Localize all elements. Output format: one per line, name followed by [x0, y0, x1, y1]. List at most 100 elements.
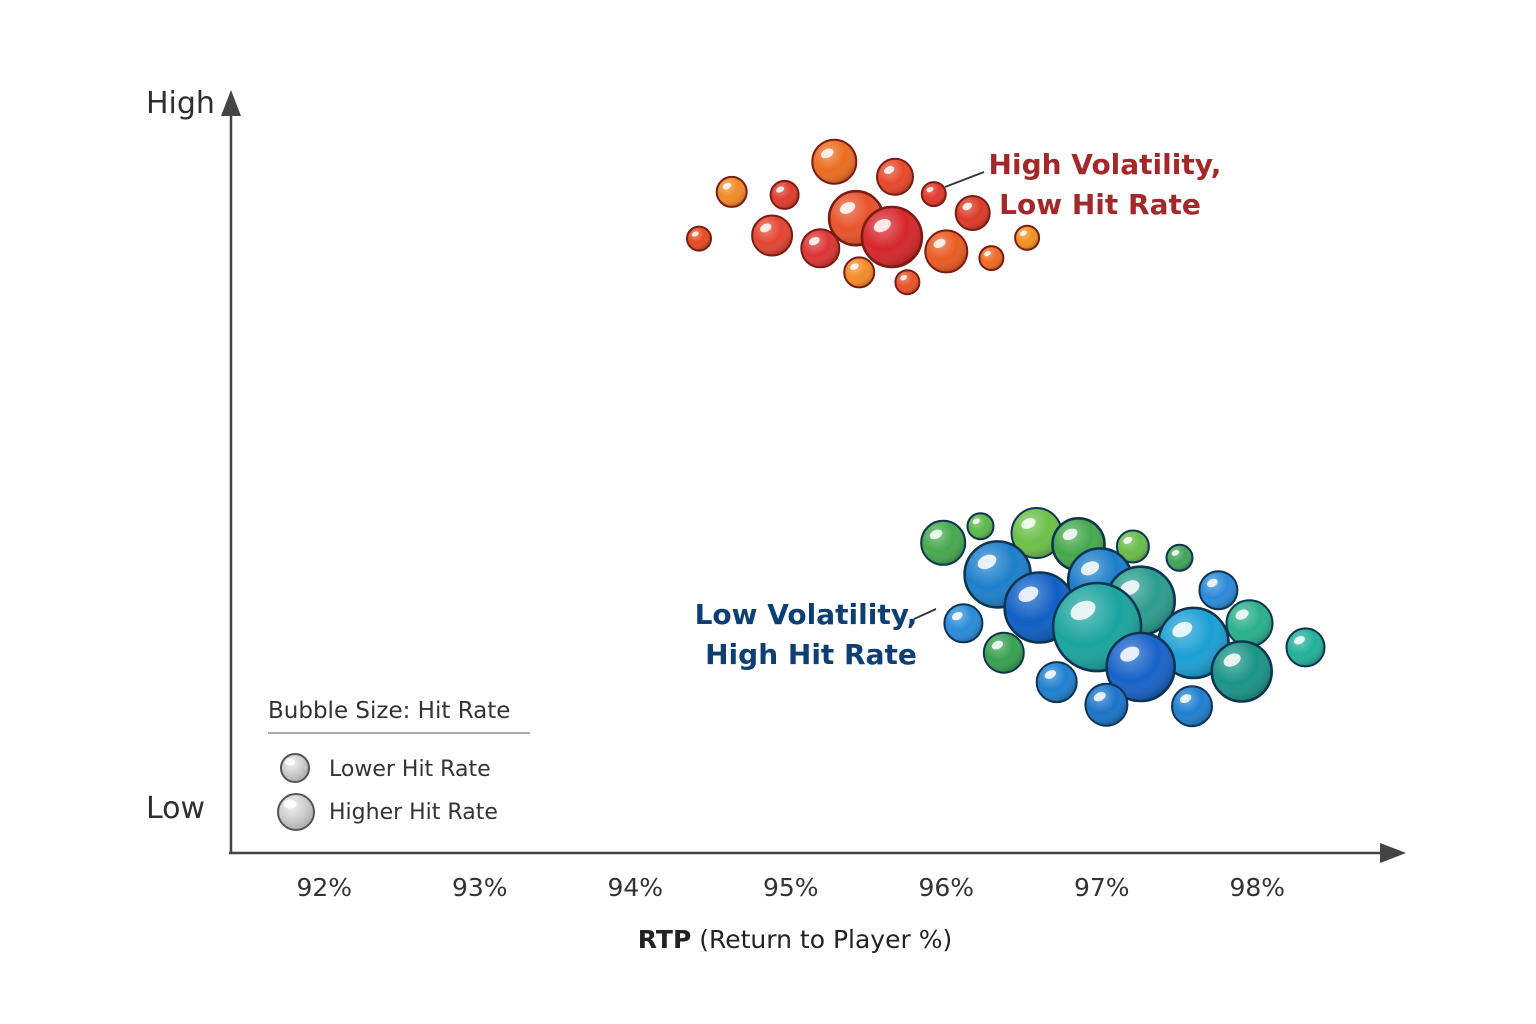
bubble-highlight	[929, 529, 943, 540]
bubble-shading	[845, 258, 874, 287]
bubble-point	[894, 269, 921, 296]
annotation-low-leader	[913, 608, 937, 620]
bubble-highlight	[1062, 528, 1078, 541]
bubble-highlight	[884, 166, 895, 174]
bubble-shading	[862, 208, 921, 266]
bubble-point	[1171, 685, 1213, 728]
bubble-point	[860, 205, 924, 269]
bubble-shading	[878, 159, 912, 194]
bubble-shading	[1173, 687, 1211, 726]
bubble-highlight	[1044, 670, 1056, 679]
bubble-highlight	[962, 202, 973, 211]
bubble-point	[769, 179, 800, 210]
bubble-highlight	[1235, 609, 1249, 620]
bubble-highlight	[972, 518, 981, 525]
bubble-point	[1014, 224, 1041, 251]
bubble-highlight	[776, 186, 785, 193]
bubble-point	[1115, 529, 1150, 564]
legend-title: Bubble Size: Hit Rate	[268, 698, 510, 724]
bubble-point	[751, 214, 794, 257]
annotation-low-line-1: Low Volatility,	[695, 598, 918, 631]
bubble-highlight	[1080, 561, 1100, 576]
bubble-shading	[926, 231, 967, 272]
bubble-shading	[956, 197, 989, 229]
legend-item-lower-label: Lower Hit Rate	[329, 757, 491, 782]
bubble-highlight	[1120, 646, 1140, 662]
bubble-highlight	[808, 236, 820, 246]
bubble-highlight	[760, 223, 772, 233]
bubble-point	[811, 138, 858, 185]
bubble-highlight	[722, 182, 732, 190]
bubble-highlight	[839, 202, 856, 214]
bubble-shading	[1016, 226, 1039, 249]
bubble-shading	[1200, 572, 1237, 609]
bubble-shading	[968, 514, 993, 539]
bubble-point	[966, 512, 995, 541]
bubble-point	[1105, 631, 1176, 703]
bubble-shading	[802, 230, 839, 267]
bubble-highlight	[951, 611, 963, 621]
x-tick-label: 98%	[1230, 873, 1286, 902]
bubble-highlight	[926, 186, 934, 193]
bubble-point	[686, 225, 712, 252]
bubble-point	[954, 195, 991, 231]
bubble-highlight	[1172, 621, 1193, 638]
x-tick-label: 93%	[452, 873, 508, 902]
bubble-shading	[980, 247, 1003, 270]
bubble-highlight	[900, 275, 908, 281]
bubble-shading	[753, 216, 792, 255]
x-axis-arrow	[1380, 843, 1406, 863]
bubble-highlight	[977, 554, 997, 570]
x-tick-labels: 92% 93% 94% 95% 96% 97% 98%	[297, 873, 1286, 902]
x-tick-label: 97%	[1074, 873, 1130, 902]
bubble-highlight	[821, 148, 834, 159]
x-tick-label: 95%	[763, 873, 819, 902]
bubble-shading	[922, 521, 965, 564]
bubble-highlight	[691, 231, 699, 237]
bubble-point	[943, 603, 984, 644]
bubble-shading	[1037, 663, 1076, 702]
bubble-highlight	[1293, 635, 1305, 645]
bubble-point	[978, 245, 1005, 272]
bubble-point	[1084, 682, 1129, 727]
bubble-point	[924, 229, 969, 274]
legend-bubble-small	[280, 753, 310, 783]
x-axis-label: RTP (Return to Player %)	[638, 925, 952, 954]
bubble-point	[843, 256, 876, 289]
bubble-point	[1035, 661, 1078, 704]
bubble-highlight	[873, 218, 891, 233]
y-low-label: Low	[146, 791, 205, 826]
bubble-point	[1157, 606, 1230, 680]
legend-bubble-small-highlight	[285, 758, 295, 766]
bubble-point	[1225, 599, 1274, 648]
bubble-shading	[813, 140, 856, 183]
annotation-high-line-1: High Volatility,	[989, 148, 1222, 181]
bubble-shading	[717, 177, 746, 206]
bubble-highlight	[1021, 517, 1036, 530]
bubble-shading	[688, 227, 710, 250]
bubble-highlight	[991, 640, 1004, 650]
bubble-highlight	[1171, 550, 1180, 556]
bubble-highlight	[984, 250, 991, 257]
bubble-point	[920, 181, 947, 208]
bubble-shading	[945, 605, 982, 642]
bubble-shading	[1287, 629, 1324, 666]
axes	[221, 90, 1406, 863]
legend-bubble-large	[277, 793, 315, 831]
bubble-highlight	[933, 238, 946, 249]
annotation-low-line-2: High Hit Rate	[705, 638, 917, 671]
bubble-shading	[1167, 545, 1192, 570]
bubble-point	[1198, 570, 1239, 611]
annotation-high-volatility: High Volatility, Low Hit Rate	[944, 148, 1222, 221]
bubble-point	[920, 519, 967, 566]
annotation-high-leader	[944, 171, 985, 188]
bubble-highlight	[1223, 653, 1241, 667]
bubble-shading	[922, 183, 945, 206]
bubble-highlight	[1018, 586, 1039, 602]
bubble-shading	[984, 633, 1023, 672]
bubble-point	[715, 175, 748, 208]
bubble-point	[876, 157, 914, 196]
bubble-highlight	[1070, 600, 1096, 621]
bubble-point	[1285, 627, 1326, 668]
